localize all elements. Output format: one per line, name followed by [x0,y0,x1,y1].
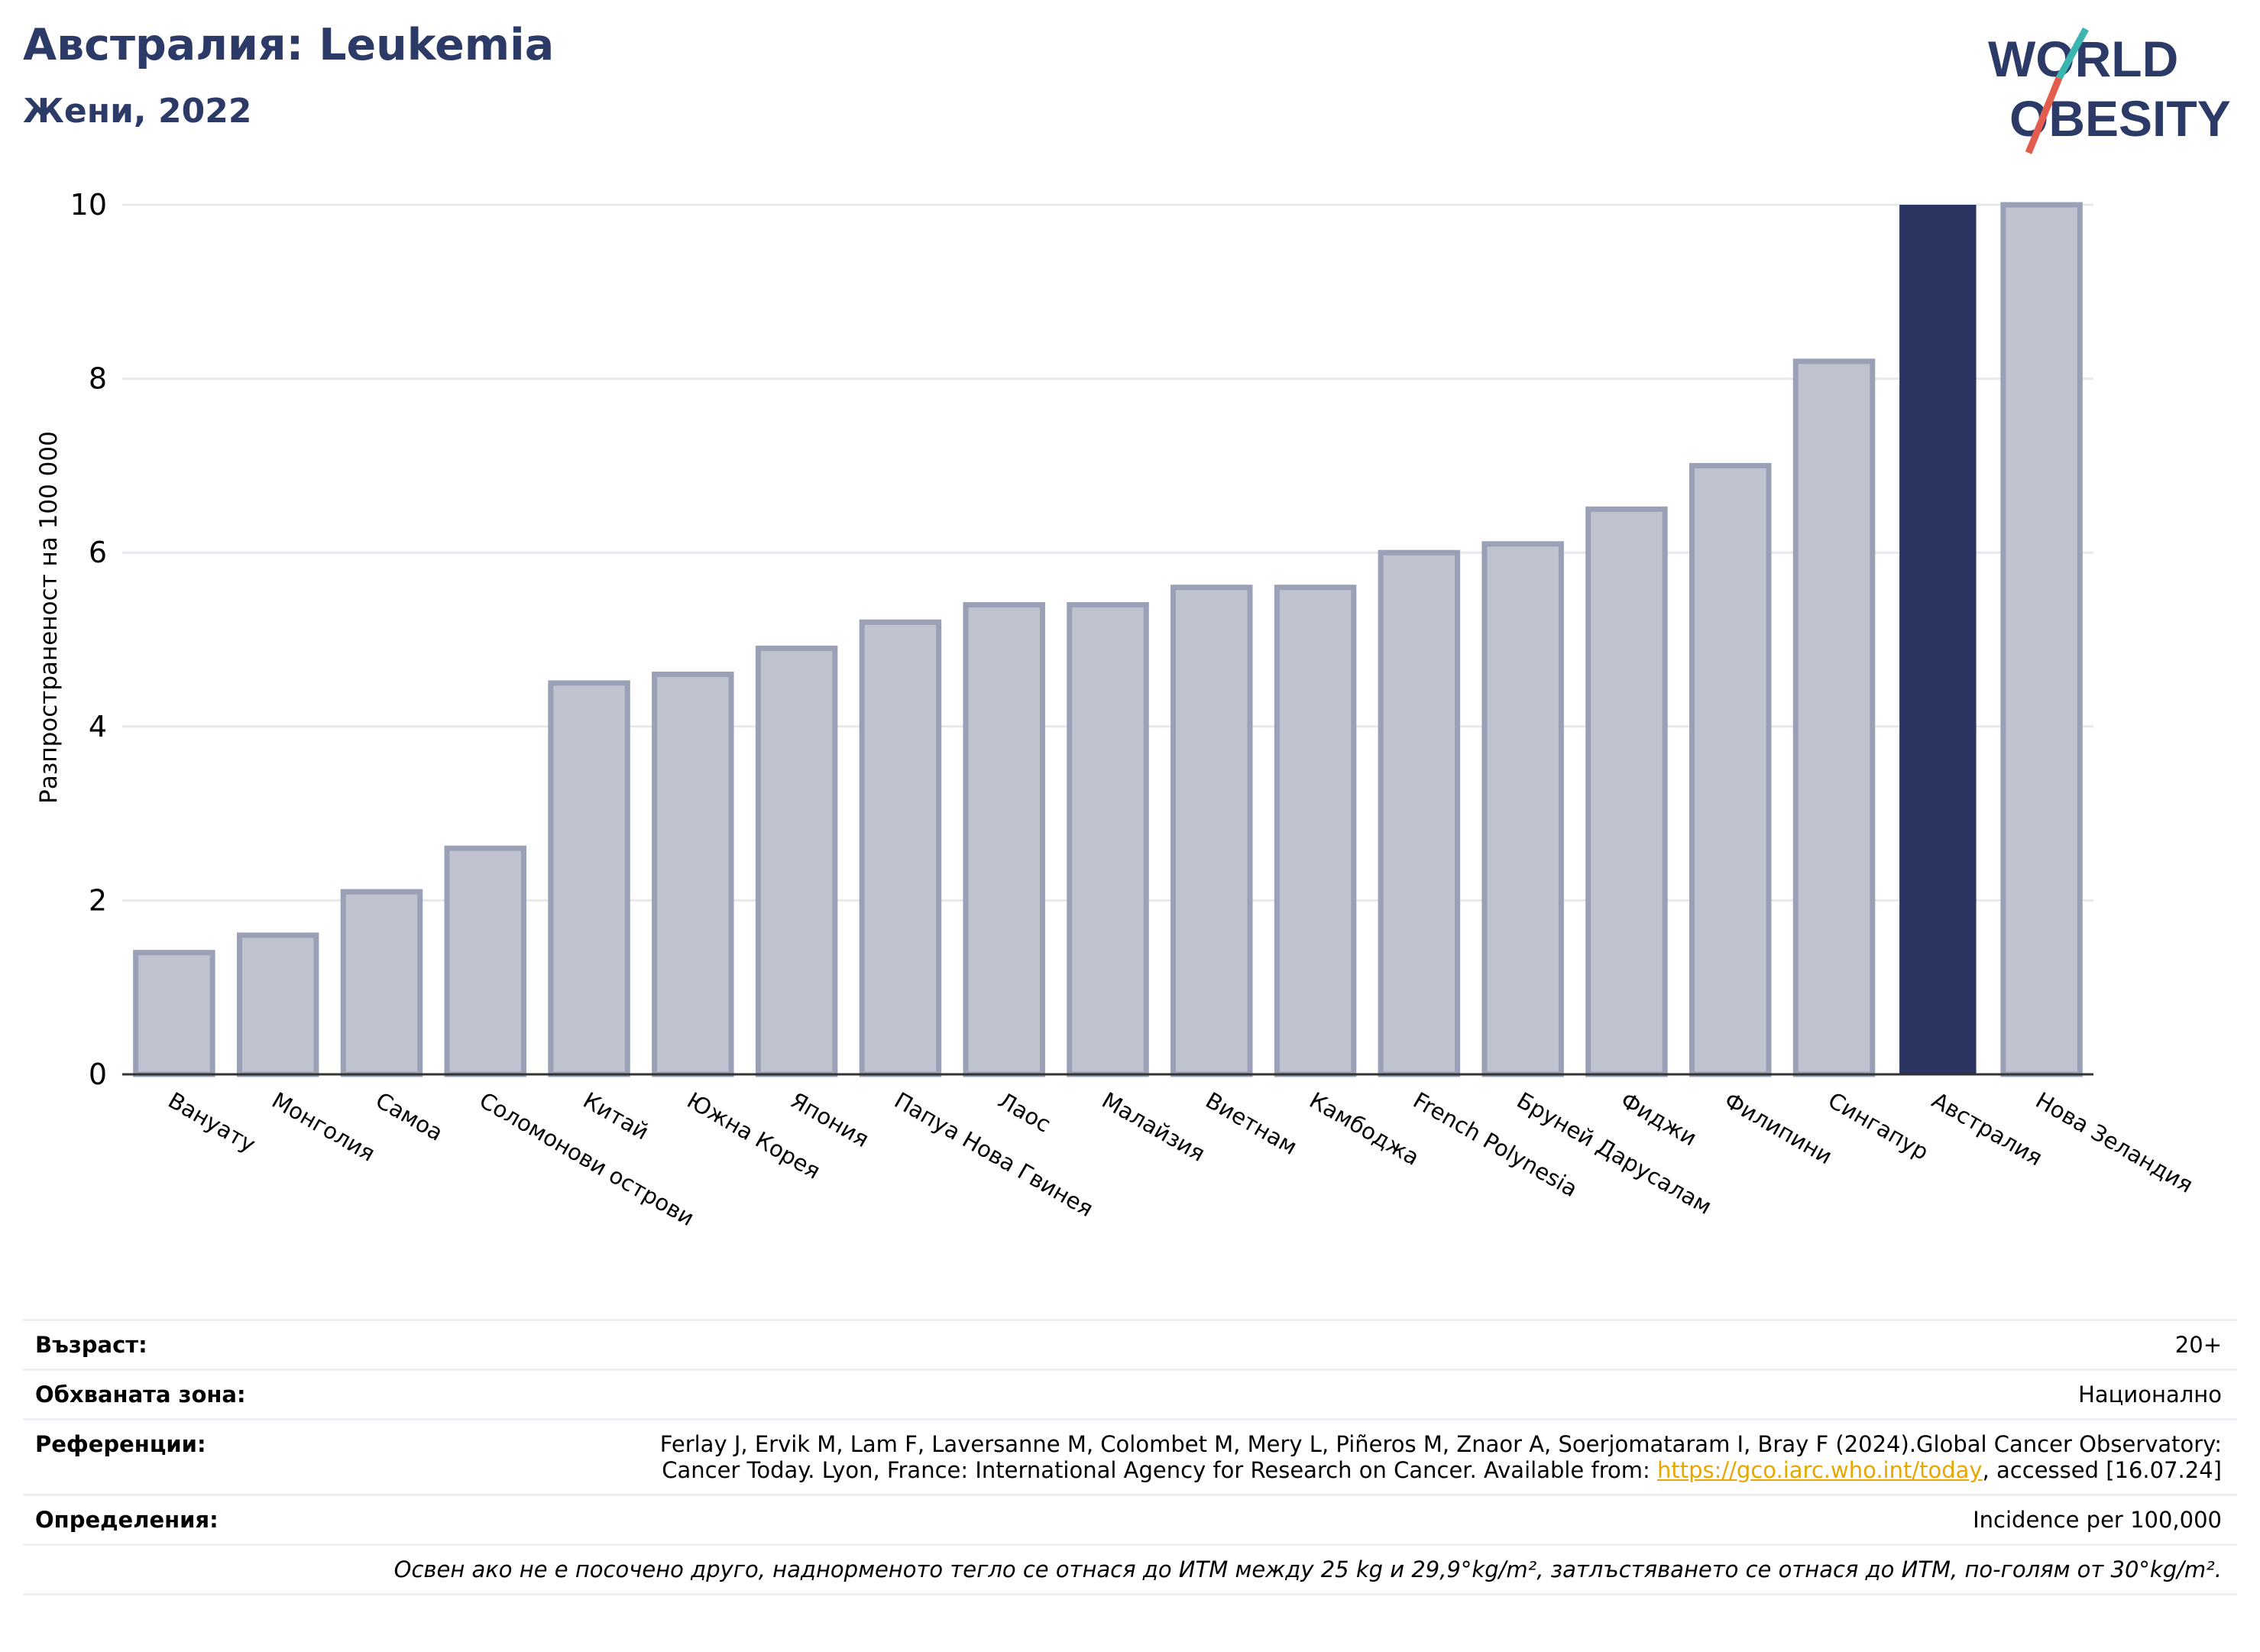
coverage-label: Обхваната зона: [35,1382,246,1407]
x-tick-label: Самоа [371,1087,448,1146]
x-tick-label: Бруней Дарусалам [1513,1087,1717,1220]
x-tick-label: Фиджи [1616,1087,1701,1152]
logo-slash-teal [2056,27,2089,80]
x-tick-label: Камбоджа [1305,1087,1423,1171]
bar [1585,506,1668,1077]
world-obesity-logo: WORLD OBESITY [1988,27,2231,154]
bar [859,619,942,1077]
y-tick-label: 4 [89,710,107,743]
y-tick-label: 10 [70,188,107,222]
note-text: Освен ако не е посочено друго, наднормeн… [393,1556,2222,1582]
bar [340,889,423,1077]
bar [548,680,630,1077]
bar [236,932,319,1077]
x-tick-label: Китай [579,1087,653,1145]
note-row: Освен ако не е посочено друго, наднормeн… [23,1543,2237,1595]
x-tick-label: Лаос [994,1087,1055,1138]
bar [1378,549,1461,1077]
chart-title: Австралия: Leukemia [23,20,555,70]
x-tick-label: Австралия [1928,1087,2047,1171]
bar [1067,601,1149,1077]
x-tick-label: Папуа Нова Гвинея [890,1087,1098,1223]
x-tick-label: Нова Зеландия [2032,1087,2198,1198]
references-line2-pre: Cancer Today. Lyon, France: Internationa… [662,1457,1657,1483]
coverage-row: Обхваната зона: Национално [23,1369,2237,1418]
definitions-value: Incidence per 100,000 [1973,1507,2222,1533]
x-tick-label: Малайзия [1098,1087,1210,1167]
bar [963,601,1045,1077]
bar [1274,585,1357,1077]
chart-subtitle: Жени, 2022 [23,92,252,131]
x-tick-label: Сингапур [1824,1087,1933,1165]
x-tick-label: Виетнам [1201,1087,1301,1160]
bar [133,950,215,1077]
definitions-row: Определения: Incidence per 100,000 [23,1494,2237,1543]
bar [1170,585,1253,1077]
bar [1792,358,1876,1077]
bars [133,202,2083,1077]
y-tick-label: 8 [89,362,107,396]
y-tick-labels: 0 2 4 6 8 10 [70,188,107,1091]
definitions-label: Определения: [35,1507,219,1533]
coverage-value: Национално [2078,1382,2222,1407]
logo-slash-red [2025,76,2063,154]
bar [1481,541,1564,1077]
x-tick-label: Вануату [164,1087,260,1158]
references-label: Референции: [35,1431,206,1457]
bar [444,845,527,1077]
y-tick-label: 0 [89,1058,107,1091]
bar [755,645,838,1077]
logo-line2: OBESITY [2009,90,2231,147]
references-link[interactable]: https://gco.iarc.who.int/today [1656,1457,1983,1483]
bar [1689,462,1772,1077]
references-line1: Ferlay J, Ervik M, Lam F, Laversanne M, … [659,1431,2222,1457]
y-axis-label: Разпространеност на 100 000 [35,431,63,804]
references-value: Ferlay J, Ervik M, Lam F, Laversanne M, … [660,1431,2222,1483]
x-tick-label: Монголия [267,1087,379,1167]
bar [652,672,734,1077]
age-label: Възраст: [35,1332,147,1358]
age-value: 20+ [2174,1332,2222,1358]
y-tick-label: 6 [89,536,107,569]
y-tick-label: 2 [89,883,107,917]
bar [2000,202,2083,1077]
references-row: Референции: Ferlay J, Ervik M, Lam F, La… [23,1418,2237,1494]
info-footer: Възраст: 20+ Обхваната зона: Национално … [23,1319,2237,1595]
bar [1899,205,1977,1074]
x-tick-label: Филипини [1720,1087,1837,1170]
age-row: Възраст: 20+ [23,1319,2237,1369]
references-line2-post: , accessed [16.07.24] [1982,1457,2222,1483]
x-tick-label: Япония [786,1087,873,1152]
